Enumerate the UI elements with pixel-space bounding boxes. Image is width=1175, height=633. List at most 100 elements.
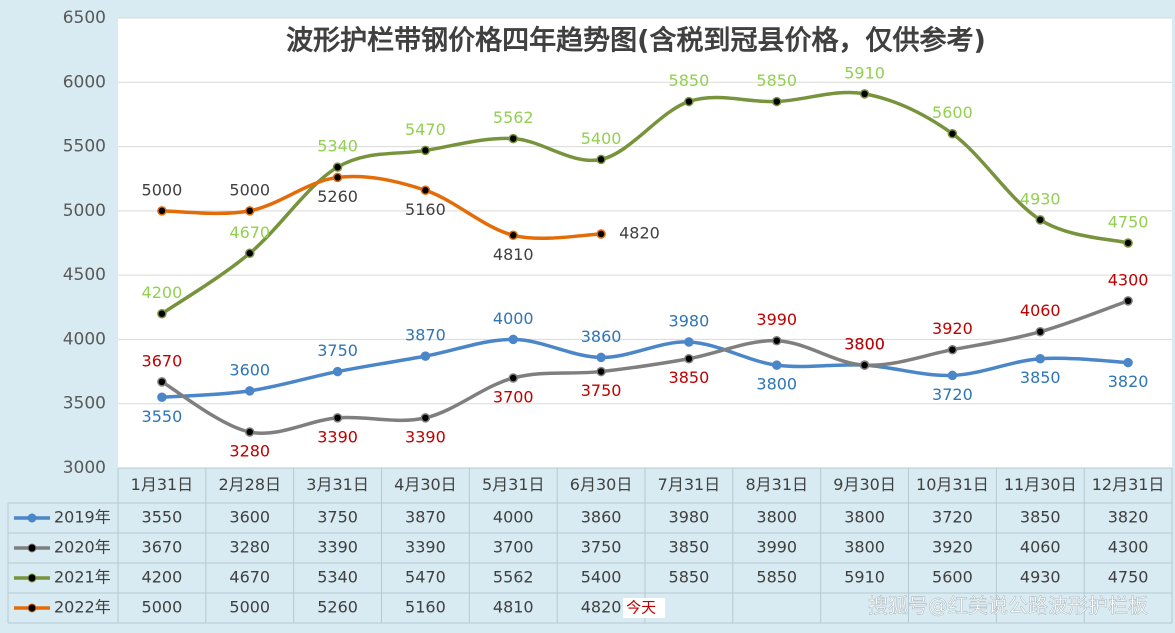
legend-marker — [27, 573, 37, 583]
point — [157, 206, 167, 216]
table-value: 4300 — [1108, 538, 1149, 557]
x-tick-label: 6月30日 — [570, 475, 633, 494]
point — [772, 360, 782, 370]
table-value: 3670 — [142, 538, 183, 557]
table-value: 5562 — [493, 568, 534, 587]
point — [1123, 238, 1133, 248]
table-value: 3750 — [317, 508, 358, 527]
point — [684, 96, 694, 107]
table-value: 4810 — [493, 598, 534, 617]
series-line — [161, 337, 1129, 400]
y-tick-label: 3500 — [63, 394, 106, 414]
point — [947, 344, 958, 355]
data-label: 3720 — [932, 385, 973, 404]
data-label: 4930 — [1020, 189, 1061, 208]
table-value: 5260 — [317, 598, 358, 617]
table-value: 3820 — [1108, 508, 1149, 527]
data-label: 5260 — [317, 187, 358, 206]
point — [859, 89, 870, 99]
point — [684, 337, 694, 347]
x-tick-label: 11月30日 — [1004, 475, 1077, 494]
point — [508, 334, 518, 345]
table-value: 5160 — [405, 598, 446, 617]
data-label: 3850 — [1020, 368, 1061, 387]
data-label: 3750 — [581, 381, 622, 400]
table-value: 3600 — [229, 508, 270, 527]
x-tick-label: 4月30日 — [394, 475, 457, 494]
data-label: 5600 — [932, 103, 973, 122]
table-value: 5850 — [669, 568, 710, 587]
table-value: 3980 — [669, 508, 710, 527]
data-label: 4750 — [1108, 213, 1149, 232]
point — [508, 230, 518, 241]
table-value: 3280 — [229, 538, 270, 557]
point — [1123, 296, 1133, 306]
data-label: 3750 — [317, 341, 358, 360]
legend-label: 2021年 — [54, 568, 111, 587]
table-value: 4820 — [581, 598, 622, 617]
data-label: 4200 — [142, 283, 183, 302]
point — [508, 133, 518, 144]
table-value: 4750 — [1108, 568, 1149, 587]
data-label: 3920 — [932, 319, 973, 338]
x-tick-label: 8月31日 — [745, 475, 808, 494]
data-label: 4300 — [1108, 270, 1149, 289]
legend-label: 2020年 — [54, 538, 111, 557]
data-label: 3390 — [405, 427, 446, 446]
point — [1035, 353, 1045, 364]
x-tick-label: 2月28日 — [218, 475, 281, 494]
legend-marker — [27, 543, 37, 553]
data-label: 3600 — [229, 360, 270, 379]
point — [596, 366, 606, 377]
x-tick-label: 7月31日 — [658, 475, 721, 494]
x-tick-label: 3月31日 — [306, 475, 369, 494]
table-value: 5910 — [844, 568, 885, 587]
point — [157, 308, 167, 319]
table-value: 3750 — [581, 538, 622, 557]
data-label: 4000 — [493, 309, 534, 328]
table-value: 3990 — [756, 538, 797, 557]
table-value: 3920 — [932, 538, 973, 557]
point — [1035, 215, 1045, 225]
data-label: 3980 — [669, 312, 710, 331]
table-value: 5850 — [756, 568, 797, 587]
data-label: 4060 — [1020, 301, 1061, 320]
data-label: 5340 — [317, 137, 358, 156]
y-tick-label: 3000 — [63, 458, 106, 478]
table-value: 3390 — [317, 538, 358, 557]
point — [245, 427, 255, 437]
data-label: 5470 — [405, 120, 446, 139]
data-label: 3700 — [493, 388, 534, 407]
y-tick-label: 5500 — [63, 137, 106, 157]
data-label: 3670 — [142, 351, 183, 370]
table-value: 4930 — [1020, 568, 1061, 587]
table-value: 5340 — [317, 568, 358, 587]
table-value: 3550 — [142, 508, 183, 527]
table-value: 3700 — [493, 538, 534, 557]
x-tick-label: 9月30日 — [833, 475, 896, 494]
data-label: 5000 — [142, 180, 183, 199]
table-value: 4200 — [142, 568, 183, 587]
table-value: 3800 — [844, 538, 885, 557]
point — [332, 413, 343, 423]
legend-label: 2022年 — [54, 598, 111, 617]
legend-marker — [27, 513, 37, 523]
legend-marker — [27, 603, 37, 613]
point — [596, 154, 606, 165]
y-tick-label: 6000 — [63, 72, 106, 92]
x-tick-label: 5月31日 — [482, 475, 545, 494]
point — [332, 172, 343, 183]
data-label: 3990 — [756, 310, 797, 329]
point — [245, 386, 255, 396]
series-line — [161, 299, 1129, 435]
table-value: 3720 — [932, 508, 973, 527]
point — [1123, 357, 1133, 368]
table-value: 3870 — [405, 508, 446, 527]
table-value: 4000 — [493, 508, 534, 527]
point — [947, 370, 958, 381]
table-value: 4060 — [1020, 538, 1061, 557]
plot-area — [118, 18, 1172, 468]
data-label: 3800 — [756, 375, 797, 394]
point — [245, 206, 255, 216]
